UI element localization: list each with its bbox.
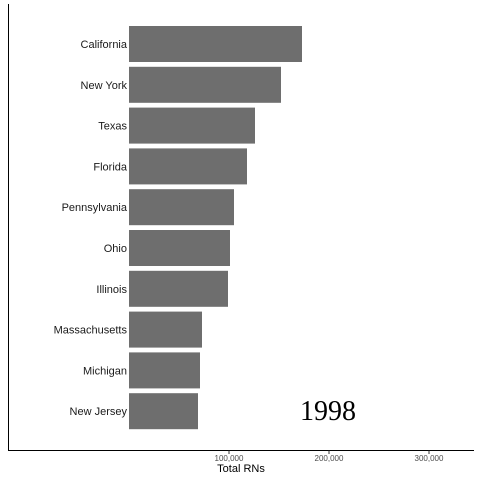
category-label-pennsylvania: Pennsylvania [62, 202, 128, 214]
bar-new-york [129, 66, 281, 103]
category-label-massachusetts: Massachusetts [54, 325, 128, 337]
x-axis-title: Total RNs [217, 463, 265, 475]
bar-florida [129, 148, 247, 185]
bar-pennsylvania [129, 189, 234, 226]
bars-group [129, 26, 302, 430]
category-label-ohio: Ohio [104, 243, 127, 255]
category-label-illinois: Illinois [96, 284, 127, 296]
x-axis-ticks: 100,000 200,000 300,000 [215, 450, 444, 463]
category-label-michigan: Michigan [83, 365, 127, 377]
category-label-new-jersey: New Jersey [70, 406, 128, 418]
x-tick-label: 300,000 [415, 454, 444, 463]
bar-illinois [129, 270, 228, 307]
bar-massachusetts [129, 311, 202, 348]
category-label-california: California [81, 39, 128, 51]
category-label-florida: Florida [93, 161, 128, 173]
category-label-new-york: New York [81, 80, 128, 92]
bar-ohio [129, 230, 230, 266]
x-tick-label: 200,000 [315, 454, 344, 463]
x-tick-label: 100,000 [215, 454, 244, 463]
category-labels: California New York Texas Florida Pennsylvan… [54, 39, 128, 418]
bar-new-jersey [129, 393, 198, 430]
year-annotation: 1998 [300, 396, 356, 427]
bar-texas [129, 107, 255, 144]
bar-michigan [129, 352, 200, 389]
bar-california [129, 26, 302, 62]
category-label-texas: Texas [98, 121, 127, 133]
